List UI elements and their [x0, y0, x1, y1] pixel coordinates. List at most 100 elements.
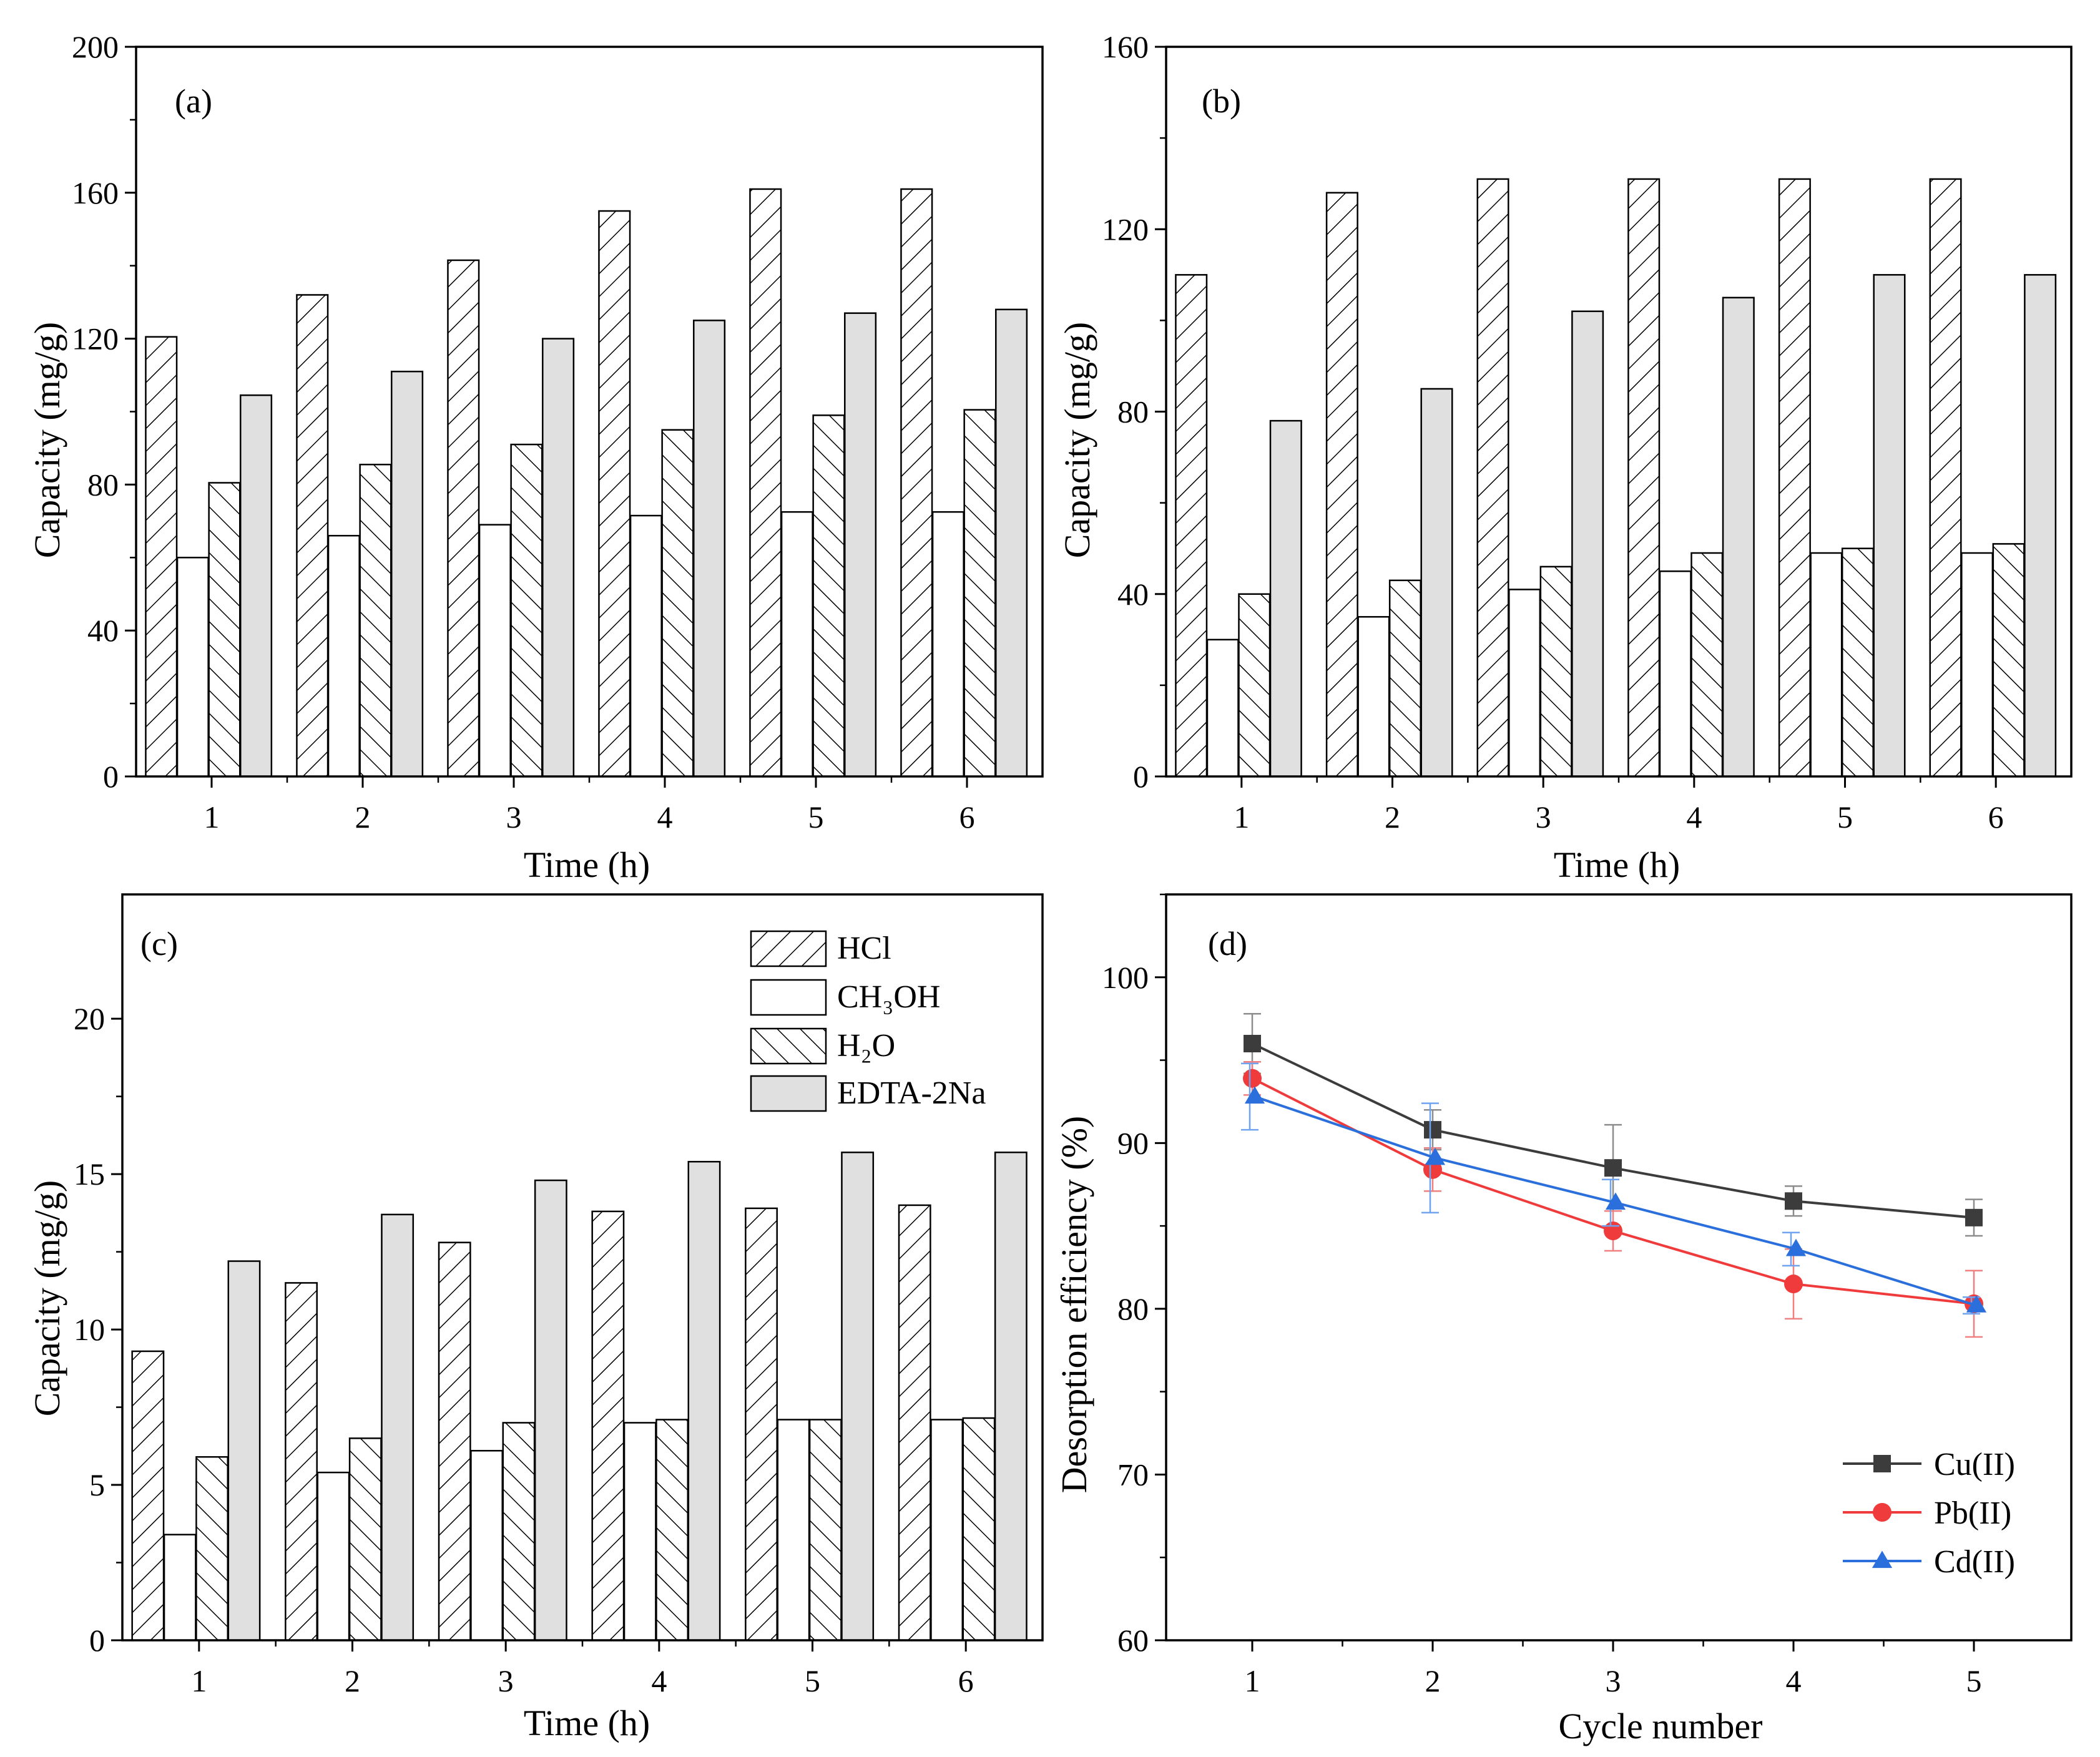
panel-c-xtick-label: 6	[958, 1663, 974, 1698]
panel-c-xtick-label: 1	[191, 1663, 207, 1698]
panel-c-bar	[777, 1419, 810, 1642]
panel-b-ylabel: Capacity (mg/g)	[1057, 322, 1097, 559]
panel-c-xtick-label: 4	[651, 1663, 667, 1698]
panel-d-xtick-label: 5	[1966, 1663, 1982, 1698]
legend-swatch	[750, 979, 827, 1016]
panel-a-ytick-label: 0	[103, 759, 119, 794]
panel-a-bar	[749, 188, 782, 778]
data-point	[1604, 1221, 1622, 1241]
panel-a-bar	[510, 443, 543, 778]
panel-d: 60 70 80 90 100 1 2 3 4 5 (d) Cycle number Desorp…	[1054, 893, 2073, 1746]
legend-label: CH₃OH	[837, 979, 940, 1015]
panel-a-bar	[296, 294, 329, 778]
panel-c-ytick-label: 15	[74, 1157, 105, 1192]
panel-a-xlabel: Time (h)	[524, 844, 650, 885]
panel-d-xtick-label: 4	[1786, 1663, 1802, 1698]
panel-a-xtick-label: 5	[808, 800, 824, 834]
panel-b-ytick-label: 160	[1102, 29, 1149, 64]
panel-c-bar	[227, 1260, 261, 1642]
legend-label: Cd(II)	[1934, 1544, 2015, 1580]
panel-c: 1 2 3 4 5 6 0 5 10 15 20 (c) Time (h) Capacity (mg…	[27, 893, 1044, 1743]
legend-marker	[1872, 1550, 1893, 1569]
panel-a-bar	[478, 524, 511, 778]
panel-a-ytick-label: 80	[87, 467, 119, 502]
panel-a-bar	[629, 514, 662, 778]
panel-b-xtick-label: 2	[1385, 800, 1400, 834]
panel-a-ytick-label: 160	[72, 175, 119, 210]
panel-c-xlabel: Time (h)	[524, 1703, 650, 1743]
legend-label: HCl	[837, 931, 891, 966]
panel-a-bar	[208, 482, 241, 778]
panel-c-bar	[534, 1179, 567, 1642]
panel-a-bar	[598, 210, 631, 778]
panel-d-ytick-label: 100	[1102, 960, 1149, 995]
panel-b-bar	[1571, 310, 1604, 778]
panel-a-xtick-label: 6	[959, 800, 975, 834]
panel-c-ytick-label: 20	[74, 1001, 105, 1036]
legend-label: EDTA-2Na	[837, 1075, 986, 1111]
data-point	[1605, 1192, 1626, 1210]
panel-a-bar	[995, 308, 1028, 778]
panel-c-xtick-label: 5	[805, 1663, 820, 1698]
panel-a-bar	[780, 511, 813, 778]
panel-c-bar	[841, 1152, 875, 1642]
panel-c-bar	[316, 1471, 350, 1642]
panel-b-bar	[1873, 274, 1906, 778]
panel-a-ytick-label: 200	[72, 29, 119, 64]
panel-b-bar	[1690, 552, 1724, 778]
panel-c-bar	[930, 1419, 963, 1642]
panel-c-bar	[655, 1419, 689, 1642]
panel-c-bar	[994, 1152, 1028, 1642]
panel-a-bar	[661, 429, 694, 778]
panel-a-bar	[963, 409, 996, 778]
panel-c-bar	[502, 1422, 536, 1642]
panel-d-legend: Cu(II) Pb(II) Cd(II)	[1843, 1447, 2015, 1580]
panel-b: 1 2 3 4 5 6 0 40 80 120 160 (b) Time (h) Capacity …	[1057, 29, 2073, 885]
panel-c-bar	[348, 1437, 382, 1642]
panel-b-bar	[1810, 552, 1843, 778]
panel-c-bar	[623, 1422, 657, 1642]
panel-b-ytick-label: 40	[1117, 577, 1149, 612]
panel-a-bar	[145, 336, 178, 778]
panel-c-bar	[438, 1241, 471, 1642]
panel-b-bar	[1420, 388, 1453, 778]
panel-c-bar	[381, 1213, 415, 1642]
panel-d-xtick-label: 2	[1425, 1663, 1441, 1698]
panel-b-bar	[1722, 296, 1755, 778]
panel-c-bar	[163, 1534, 197, 1642]
legend-swatch	[750, 930, 827, 967]
panel-b-bar	[1627, 178, 1661, 778]
legend-label: H₂O	[837, 1028, 895, 1064]
panel-a-bar	[240, 394, 273, 778]
panel-b-frame	[1165, 46, 2073, 778]
panel-a-bar	[447, 259, 480, 778]
panel-b-bar	[1175, 274, 1208, 778]
data-point	[1425, 1147, 1446, 1165]
legend-swatch	[750, 1027, 827, 1065]
data-point	[1424, 1121, 1441, 1139]
panel-a-bar	[900, 188, 933, 778]
panel-c-ytick-label: 0	[89, 1623, 105, 1658]
panel-a-xtick-label: 3	[506, 800, 522, 834]
panel-a-bar	[931, 511, 964, 778]
panel-c-xtick-label: 3	[498, 1663, 514, 1698]
panel-b-bar	[1929, 178, 1962, 778]
panel-b-bar	[2024, 274, 2057, 778]
panel-c-ytick-label: 10	[74, 1312, 105, 1347]
data-point	[1785, 1238, 1807, 1256]
panel-b-label: (b)	[1202, 82, 1241, 120]
panel-b-bar	[1269, 419, 1302, 778]
panel-a-bar	[812, 414, 845, 778]
panel-b-ytick-label: 120	[1102, 212, 1149, 247]
panel-d-xtick-label: 3	[1606, 1663, 1621, 1698]
panel-c-xtick-label: 2	[345, 1663, 360, 1698]
panel-b-ytick-label: 80	[1117, 394, 1149, 429]
panel-b-bar	[1539, 565, 1573, 778]
panel-d-xlabel: Cycle number	[1559, 1706, 1763, 1746]
panel-a-bar	[693, 320, 726, 778]
panel-c-bar	[745, 1207, 778, 1642]
panel-d-xtick-label: 1	[1245, 1663, 1260, 1698]
panel-a-label: (a)	[175, 82, 212, 120]
panel-a: 1 2 3 4 5 6 0 40 80 120 160 200 (a) Time (h) Capaci…	[27, 29, 1044, 885]
data-point	[1784, 1275, 1803, 1294]
